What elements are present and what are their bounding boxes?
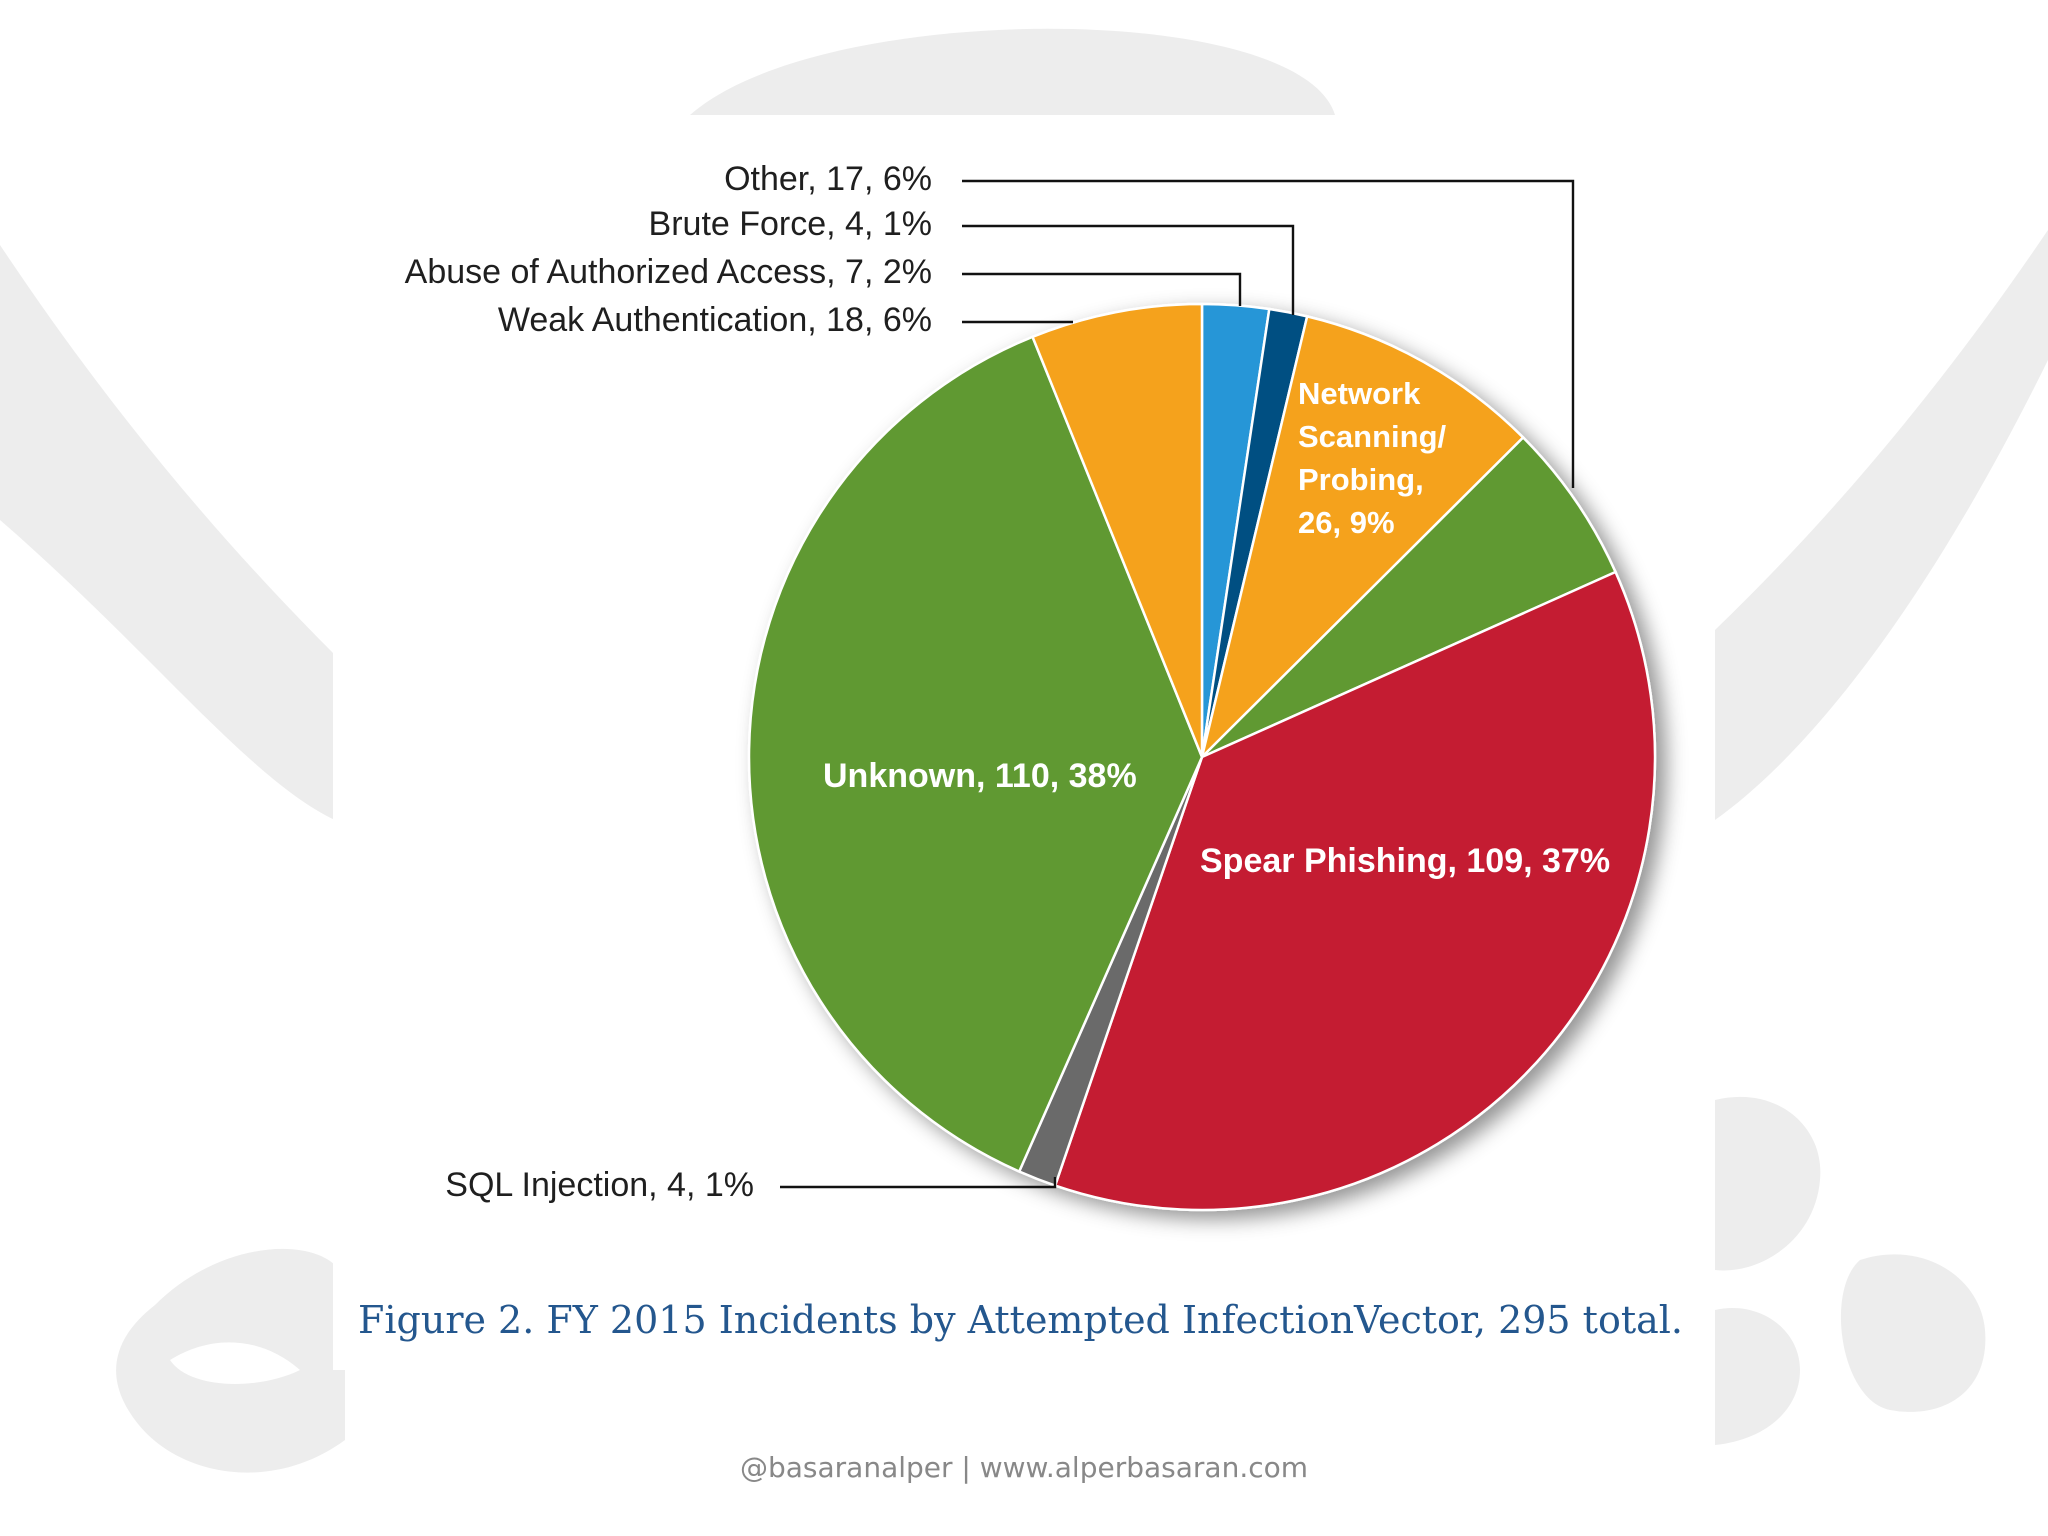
callout-line-other (962, 179, 1575, 488)
watermark-right-dot (1840, 1254, 1986, 1412)
pie-slice-other (1201, 435, 1618, 759)
pie-label-weak: Weak Authentication, 18, 6% (498, 301, 932, 339)
callout-line-sql (780, 1177, 1057, 1189)
callout-line-abuse (962, 272, 1242, 306)
watermark-left-swoosh (0, 245, 335, 820)
callout-labels-group: Abuse of Authorized Access, 7, 2% Brute F… (405, 160, 932, 1204)
pie-label-brute: Brute Force, 4, 1% (649, 205, 932, 243)
pie-label-abuse: Abuse of Authorized Access, 7, 2% (405, 253, 932, 291)
callout-line-brute (962, 224, 1295, 315)
pie-label-other: Other, 17, 6% (724, 160, 932, 198)
pie-label-network: Network Scanning/Probing, 26, 9% (1298, 376, 1447, 540)
watermark-bottom-left-mark (116, 1248, 345, 1473)
watermark-bottom-right-mark (1715, 1096, 1821, 1445)
callout-lines-group (780, 179, 1575, 1189)
inside-labels-group: Network Scanning/Probing, 26, 9% Spear Phis… (823, 376, 1610, 880)
pie-label-spear: Spear Phishing, 109, 37% (1200, 842, 1610, 880)
pie-label-unknown: Unknown, 110, 38% (823, 757, 1137, 795)
pie-slices-group (747, 302, 1657, 1212)
pie-label-sql: SQL Injection, 4, 1% (445, 1166, 754, 1204)
pie-slice-network (1199, 314, 1525, 761)
watermark-right-swoosh (1715, 230, 2048, 820)
pie-label-line-network-3: Probing, (1298, 462, 1424, 497)
pie-label-line-network-2: Scanning/ (1298, 419, 1447, 454)
pie-slice-weak (1030, 302, 1204, 758)
pie-slice-unknown (747, 335, 1204, 1174)
pie-label-line-network-4: 26, 9% (1298, 505, 1395, 540)
watermark-top-arc (690, 28, 1335, 115)
figure-caption: Figure 2. FY 2015 Incidents by Attempted… (358, 1298, 1683, 1342)
footer-credit: @basaranalper | www.alperbasaran.com (739, 1451, 1309, 1484)
pie-slice-spear (1053, 570, 1657, 1212)
watermark-shapes (0, 28, 2048, 1473)
pie-label-line-network-1: Network (1298, 376, 1421, 411)
